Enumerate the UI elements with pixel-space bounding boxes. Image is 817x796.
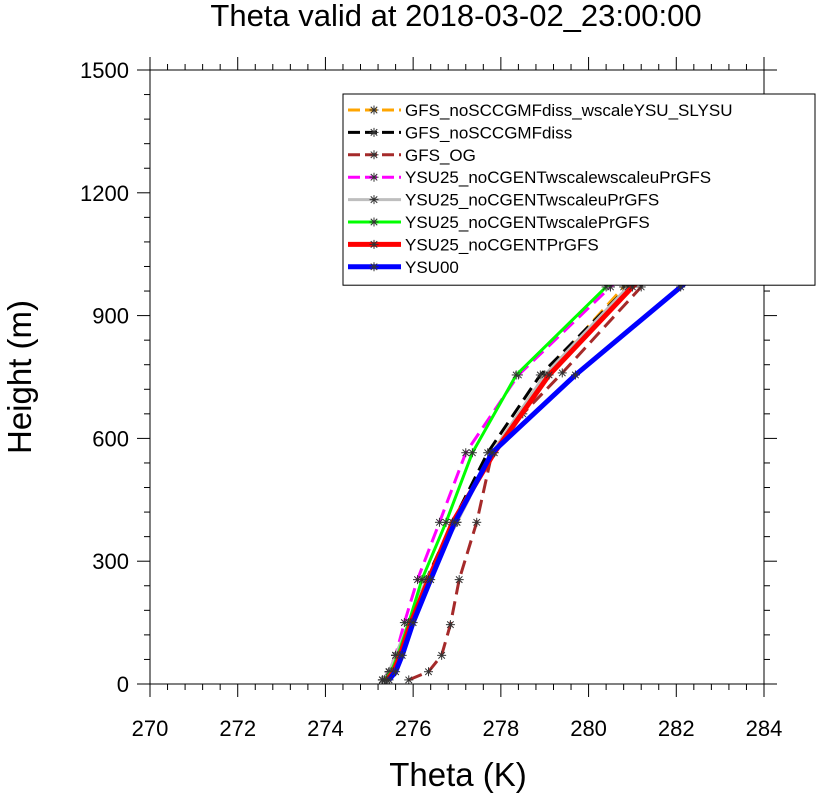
x-tick-label: 280 [570, 716, 607, 741]
legend: GFS_noSCCGMFdiss_wscaleYSU_SLYSU GFS_noSC… [342, 93, 816, 286]
x-tick-label: 270 [132, 716, 169, 741]
legend-label-8: YSU00 [405, 258, 459, 277]
y-tick-label: 600 [92, 426, 129, 451]
y-tick-label: 0 [117, 672, 129, 697]
legend-marker-4 [369, 172, 379, 182]
legend-marker-7 [369, 239, 379, 249]
series-markers-8 [384, 208, 764, 684]
chart-title: Theta valid at 2018-03-02_23:00:00 [210, 0, 701, 33]
legend-label-5: YSU25_noCGENTwscaleuPrGFS [405, 191, 659, 210]
data-point [426, 575, 436, 585]
data-point [445, 620, 455, 630]
data-point [417, 575, 427, 585]
legend-marker-5 [369, 195, 379, 205]
data-point [454, 575, 464, 585]
series-line-8 [387, 211, 764, 682]
data-point [472, 517, 482, 527]
data-point [544, 370, 554, 380]
data-point [404, 675, 414, 684]
y-tick-label: 300 [92, 549, 129, 574]
data-point [397, 650, 407, 660]
x-tick-label: 276 [395, 716, 432, 741]
x-tick-label: 274 [307, 716, 344, 741]
axes: 270 272 274 276 278 280 282 284 0 300 600 900 1200 15… [80, 57, 782, 741]
legend-label-3: GFS_OG [405, 146, 476, 165]
legend-label-6: YSU25_noCGENTwscalePrGFS [405, 213, 650, 232]
data-point [487, 448, 497, 458]
data-point [467, 448, 477, 458]
data-point [408, 618, 418, 628]
x-tick-label: 272 [219, 716, 256, 741]
legend-marker-3 [369, 150, 379, 160]
data-point [437, 650, 447, 660]
data-point [391, 667, 401, 677]
y-tick-label: 900 [92, 304, 129, 329]
data-point [557, 368, 567, 378]
x-tick-label: 284 [746, 716, 783, 741]
legend-marker-8 [369, 262, 379, 272]
y-tick-label: 1200 [80, 181, 129, 206]
data-point [384, 675, 394, 684]
x-axis-label: Theta (K) [389, 756, 527, 793]
x-tick-label: 278 [482, 716, 519, 741]
data-point [441, 517, 451, 527]
legend-marker-2 [369, 127, 379, 137]
legend-label-7: YSU25_noCGENTPrGFS [405, 235, 599, 254]
data-point [461, 448, 471, 458]
data-point [570, 370, 580, 380]
legend-marker-1 [369, 105, 379, 115]
legend-marker-6 [369, 217, 379, 227]
data-point [511, 370, 521, 380]
plot-frame [149, 69, 765, 685]
data-point [423, 667, 433, 677]
legend-label-1: GFS_noSCCGMFdiss_wscaleYSU_SLYSU [405, 101, 733, 120]
data-point [450, 517, 460, 527]
x-tick-label: 282 [658, 716, 695, 741]
legend-box [342, 93, 816, 286]
y-axis-label: Height (m) [1, 300, 38, 454]
y-tick-label: 1500 [80, 58, 129, 83]
legend-label-4: YSU25_noCGENTwscalewscaleuPrGFS [405, 168, 711, 187]
legend-label-2: GFS_noSCCGMFdiss [405, 123, 572, 142]
